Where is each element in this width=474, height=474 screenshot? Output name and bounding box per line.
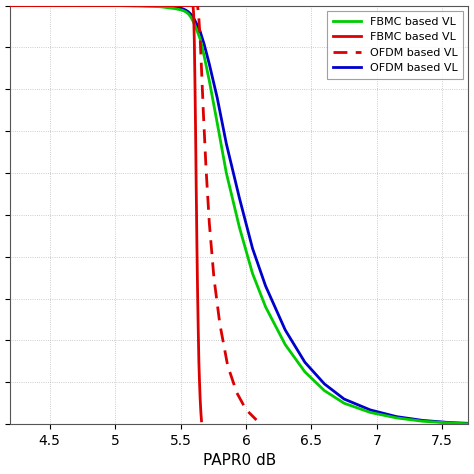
X-axis label: PAPR0 dB: PAPR0 dB — [203, 454, 276, 468]
Legend: FBMC based VL, FBMC based VL, OFDM based VL, OFDM based VL: FBMC based VL, FBMC based VL, OFDM based… — [328, 11, 463, 79]
